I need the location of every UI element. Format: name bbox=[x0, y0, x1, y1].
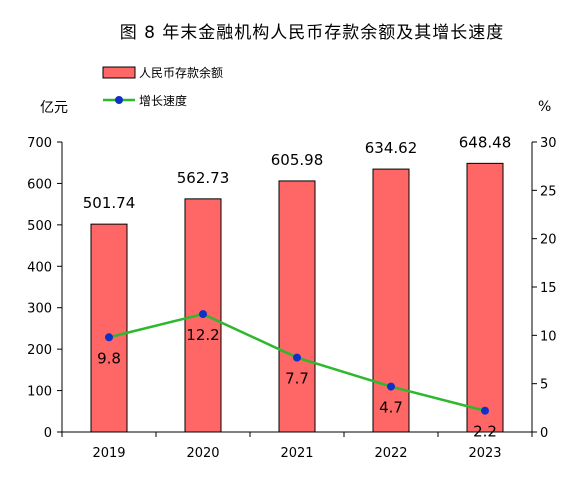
growth-value-label: 2.2 bbox=[473, 423, 497, 441]
x-tick-label: 2020 bbox=[186, 446, 219, 461]
y-left-tick-label: 500 bbox=[27, 219, 52, 234]
deposit-value-label: 605.98 bbox=[271, 151, 324, 169]
growth-point bbox=[199, 310, 207, 319]
deposit-value-label: 562.73 bbox=[177, 169, 230, 187]
legend-label-bar: 人民币存款余额 bbox=[139, 65, 223, 80]
growth-point bbox=[387, 382, 395, 391]
growth-point bbox=[105, 333, 113, 342]
x-tick-label: 2019 bbox=[92, 446, 125, 461]
deposit-value-label: 501.74 bbox=[83, 194, 136, 212]
growth-value-label: 7.7 bbox=[285, 370, 309, 388]
growth-value-label: 12.2 bbox=[186, 326, 219, 344]
y-right-tick-label: 20 bbox=[540, 233, 557, 248]
y-left-tick-label: 300 bbox=[27, 302, 52, 317]
x-tick-labels: 2019 2020 2021 2022 2023 bbox=[92, 446, 501, 461]
deposit-value-label: 648.48 bbox=[459, 133, 512, 151]
y-right-tick-label: 5 bbox=[540, 378, 548, 393]
deposit-bar bbox=[466, 162, 504, 433]
y-left-unit: 亿元 bbox=[40, 100, 68, 116]
y-right-tick-label: 30 bbox=[540, 136, 557, 151]
x-tick-label: 2022 bbox=[374, 446, 407, 461]
y-right-tick-label: 0 bbox=[540, 426, 548, 441]
growth-point bbox=[481, 406, 489, 415]
growth-value-label: 9.8 bbox=[97, 349, 121, 367]
y-right-unit: % bbox=[538, 99, 551, 115]
y-left-tick-label: 700 bbox=[27, 136, 52, 151]
growth-line-series bbox=[105, 310, 489, 415]
legend-marker-line bbox=[115, 96, 123, 104]
deposit-value-label: 634.62 bbox=[365, 139, 418, 157]
growth-point bbox=[293, 353, 301, 362]
y-left-tick-label: 200 bbox=[27, 343, 52, 358]
y-left-tick-labels: 0 100 200 300 400 500 600 700 bbox=[27, 136, 52, 441]
y-right-tick-label: 10 bbox=[540, 329, 557, 344]
legend: 人民币存款余额 增长速度 bbox=[102, 65, 223, 108]
y-left-tick-label: 400 bbox=[27, 260, 52, 275]
x-tick-label: 2023 bbox=[468, 446, 501, 461]
y-right-tick-label: 25 bbox=[540, 184, 557, 199]
bars bbox=[90, 162, 504, 433]
y-right-tick-label: 15 bbox=[540, 281, 557, 296]
y-right-tick-labels: 0 5 10 15 20 25 30 bbox=[540, 136, 557, 441]
y-left-tick-label: 0 bbox=[44, 426, 52, 441]
growth-value-label: 4.7 bbox=[379, 399, 403, 417]
bar-labels: 501.74 562.73 605.98 634.62 648.48 bbox=[83, 133, 512, 212]
growth-labels: 9.8 12.2 7.7 4.7 2.2 bbox=[97, 326, 497, 441]
legend-swatch-bar bbox=[102, 66, 136, 79]
y-left-tick-label: 600 bbox=[27, 177, 52, 192]
legend-label-line: 增长速度 bbox=[139, 93, 187, 108]
x-tick-label: 2021 bbox=[280, 446, 313, 461]
deposit-bar bbox=[90, 223, 128, 433]
deposit-bar bbox=[372, 168, 410, 433]
y-left-tick-label: 100 bbox=[27, 385, 52, 400]
deposit-bar bbox=[278, 180, 316, 433]
chart-title: 图 8 年末金融机构人民币存款余额及其增长速度 bbox=[120, 23, 505, 43]
